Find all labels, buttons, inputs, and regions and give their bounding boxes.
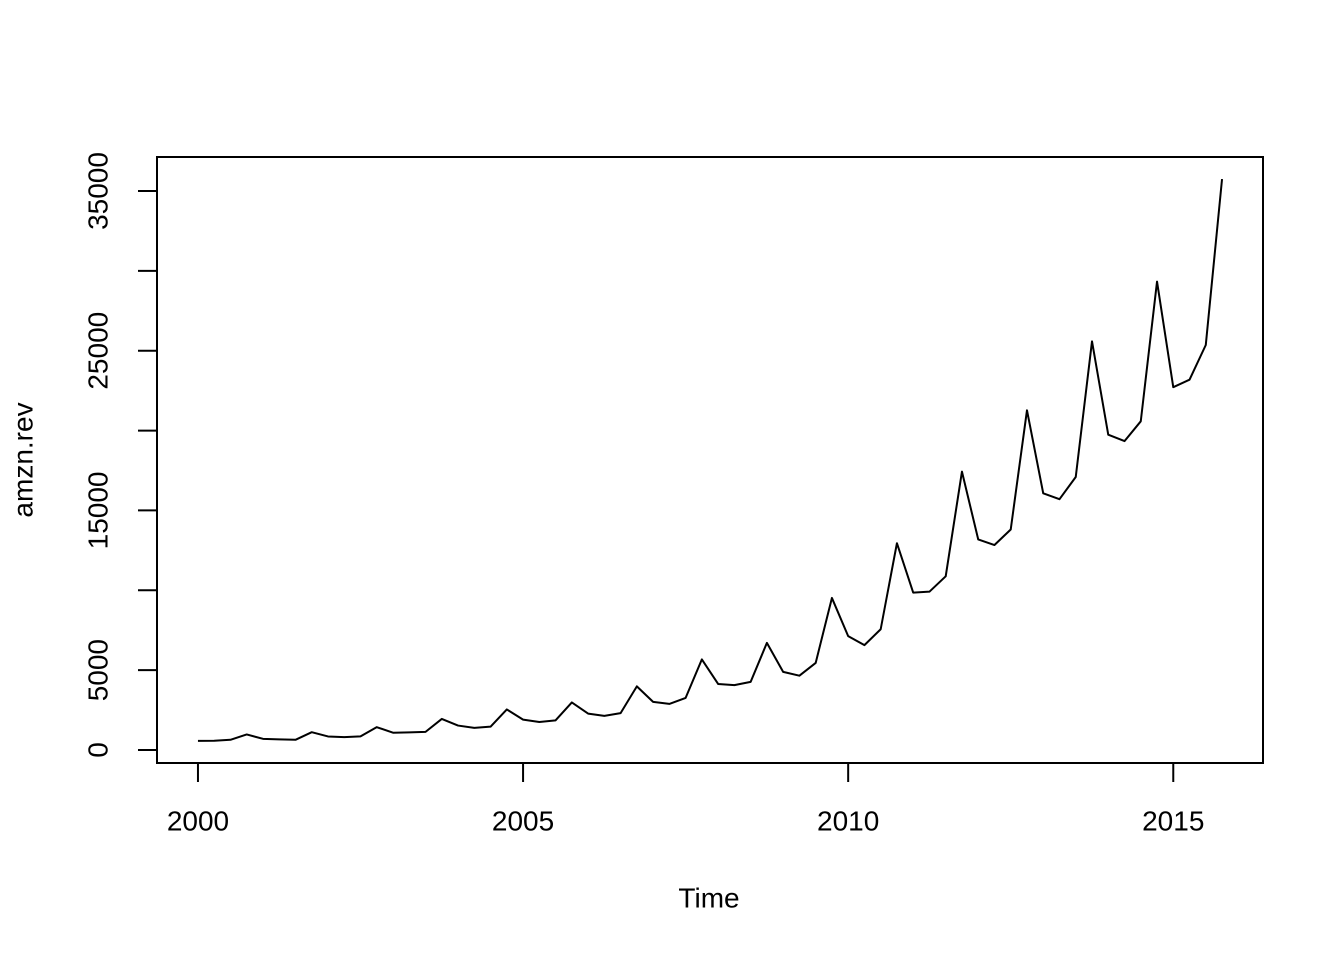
y-tick-label: 0	[82, 742, 113, 758]
y-tick-label: 15000	[82, 471, 113, 549]
x-tick-label: 2010	[817, 805, 879, 836]
x-axis-label: Time	[678, 882, 739, 913]
y-tick-label: 5000	[82, 639, 113, 701]
y-tick-label: 35000	[82, 152, 113, 230]
x-tick-label: 2005	[492, 805, 554, 836]
x-tick-label: 2000	[167, 805, 229, 836]
x-tick-label: 2015	[1142, 805, 1204, 836]
y-axis-label: amzn.rev	[7, 402, 38, 517]
y-tick-label: 25000	[82, 312, 113, 390]
series-line	[197, 178, 1224, 742]
